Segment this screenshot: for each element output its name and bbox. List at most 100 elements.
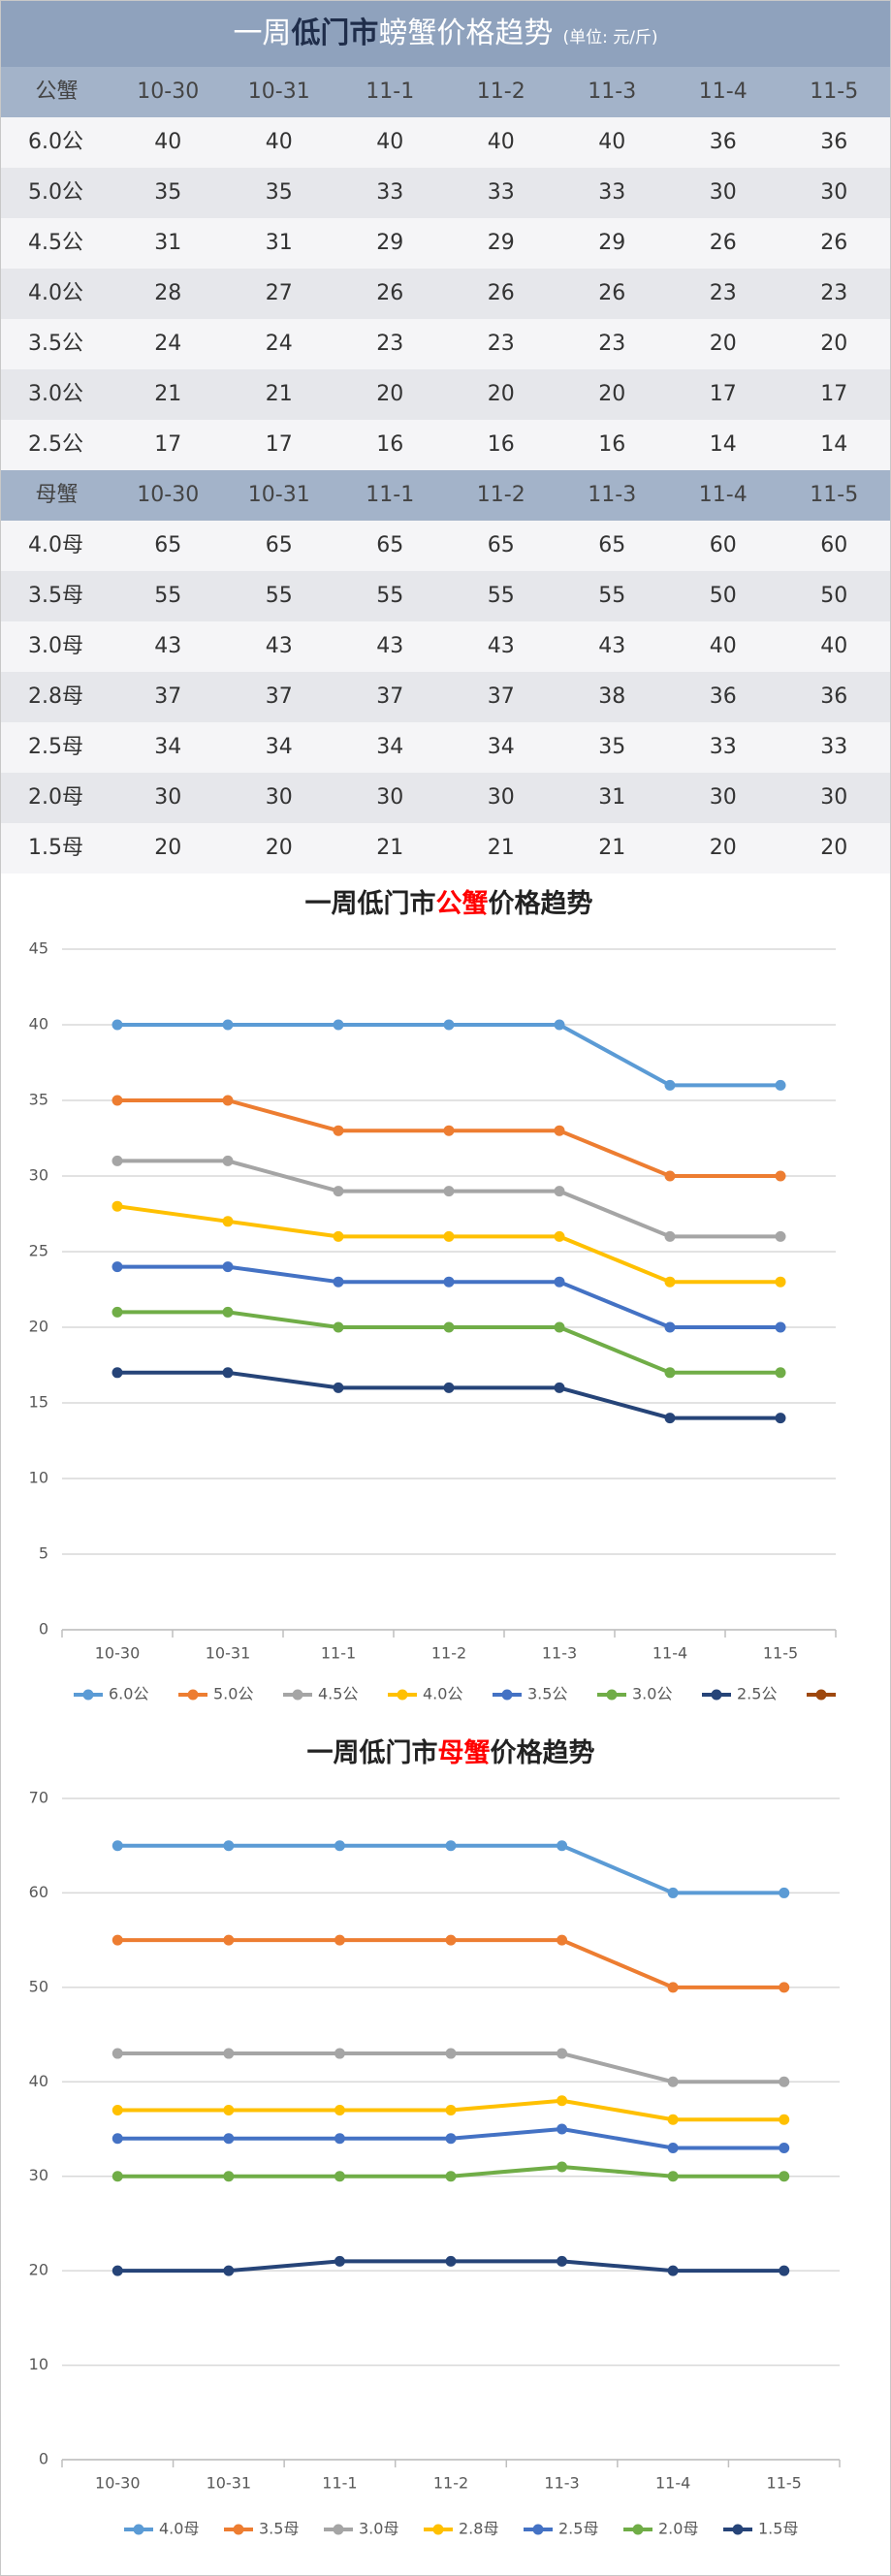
- data-point: [445, 2255, 457, 2267]
- y-tick-label: 0: [39, 2450, 48, 2468]
- series-line: [116, 1204, 780, 1285]
- cell: 33: [598, 180, 626, 205]
- cell: 23: [820, 281, 848, 305]
- row-label: 1.5母: [28, 836, 83, 860]
- title-part: 价格趋势: [491, 1738, 595, 1768]
- cell: 20: [820, 332, 848, 356]
- y-tick-label: 20: [29, 2261, 48, 2279]
- data-point: [664, 1230, 676, 1242]
- legend-label: 1.5母: [758, 2520, 798, 2538]
- cell: 21: [265, 382, 293, 406]
- x-tick-label: 11-3: [544, 2474, 579, 2493]
- header-cell: 11-1: [366, 483, 415, 507]
- title-part: 低门市: [291, 16, 379, 50]
- row-label: 3.5母: [28, 584, 83, 608]
- cell: 17: [154, 432, 182, 457]
- cell: 20: [820, 836, 848, 860]
- data-point: [779, 2265, 790, 2276]
- cell: 20: [487, 382, 515, 406]
- y-tick-label: 0: [39, 1620, 48, 1638]
- table-row: 2.8母 37 37 37 37 38 36 36: [1, 672, 890, 722]
- chart-title: 一周低门市公蟹价格趋势: [305, 888, 593, 919]
- data-point: [557, 2123, 568, 2135]
- data-point: [554, 1019, 565, 1031]
- y-tick-label: 40: [29, 2072, 48, 2090]
- data-point: [443, 1276, 455, 1288]
- y-tick-label: 70: [29, 1789, 48, 1807]
- cell: 30: [265, 785, 293, 810]
- legend-swatch-dot: [187, 1689, 199, 1701]
- cell: 43: [265, 634, 293, 658]
- data-point: [667, 2076, 679, 2087]
- data-point: [111, 1934, 123, 1946]
- row-label: 4.5公: [28, 231, 83, 255]
- cell: 30: [820, 180, 848, 205]
- data-point: [222, 1367, 234, 1379]
- series-line: [117, 1938, 784, 1989]
- cell: 28: [154, 281, 182, 305]
- data-point: [554, 1276, 565, 1288]
- cell: 26: [487, 281, 515, 305]
- data-point: [445, 2133, 457, 2145]
- cell: 55: [154, 584, 182, 608]
- cell: 34: [376, 735, 404, 759]
- data-point: [779, 2076, 790, 2087]
- y-tick-label: 50: [29, 1977, 48, 1995]
- x-tick-label: 10-31: [207, 2474, 252, 2493]
- cell: 33: [820, 735, 848, 759]
- series-line: [117, 1370, 780, 1420]
- data-point: [223, 1934, 235, 1946]
- table-row: 1.5母 20 20 21 21 21 20 20: [1, 823, 890, 874]
- data-point: [664, 1079, 676, 1091]
- row-label: 3.0母: [28, 634, 83, 658]
- series-line: [117, 1159, 780, 1239]
- legend-swatch-dot: [632, 2524, 644, 2535]
- data-point: [333, 1186, 344, 1197]
- legend-swatch-dot: [82, 1689, 94, 1701]
- data-point: [333, 1321, 344, 1333]
- table-row: 6.0公 40 40 40 40 40 36 36: [1, 117, 890, 168]
- cell: 30: [154, 785, 182, 810]
- table-row: 4.5公 31 31 29 29 29 26 26: [1, 218, 890, 269]
- cell: 65: [265, 533, 293, 557]
- title-part: 价格趋势: [489, 889, 593, 919]
- chart: 一周低门市公蟹价格趋势 0 5 10 15 20 25 30 35 40 45 10-30 10-31 1…: [29, 888, 837, 1703]
- cell: 36: [709, 684, 737, 709]
- data-point: [111, 1367, 123, 1379]
- title-part: 母蟹: [438, 1738, 491, 1768]
- data-point: [334, 2048, 345, 2059]
- data-point: [111, 2133, 123, 2145]
- data-point: [557, 2255, 568, 2267]
- cell: 24: [265, 332, 293, 356]
- cell: 30: [820, 785, 848, 810]
- data-point: [443, 1382, 455, 1393]
- legend-swatch-dot: [732, 2524, 744, 2535]
- table-row: 3.0公 21 21 20 20 20 17 17: [1, 369, 890, 420]
- row-label: 3.0公: [28, 382, 83, 406]
- series-line: [117, 1843, 784, 1895]
- data-point: [445, 2105, 457, 2116]
- data-point: [334, 2171, 345, 2182]
- cell: 21: [598, 836, 626, 860]
- cell: 65: [598, 533, 626, 557]
- cell: 35: [265, 180, 293, 205]
- x-tick-label: 11-2: [431, 1644, 466, 1663]
- legend-swatch-dot: [606, 1689, 618, 1701]
- cell: 26: [709, 231, 737, 255]
- x-tick-label: 11-4: [652, 1644, 687, 1663]
- cell: 37: [265, 684, 293, 709]
- legend-label: 3.0母: [359, 2520, 398, 2538]
- data-point: [775, 1079, 786, 1091]
- data-point: [334, 2255, 345, 2267]
- cell: 55: [598, 584, 626, 608]
- cell: 65: [154, 533, 182, 557]
- cell: 17: [709, 382, 737, 406]
- cell: 21: [487, 836, 515, 860]
- data-point: [333, 1276, 344, 1288]
- row-label: 4.0母: [28, 533, 83, 557]
- cell: 20: [598, 382, 626, 406]
- table-row: 2.5母 34 34 34 34 35 33 33: [1, 722, 890, 773]
- cell: 20: [376, 382, 404, 406]
- row-label: 2.5母: [28, 735, 83, 759]
- table-row: 4.0母 65 65 65 65 65 60 60: [1, 521, 890, 571]
